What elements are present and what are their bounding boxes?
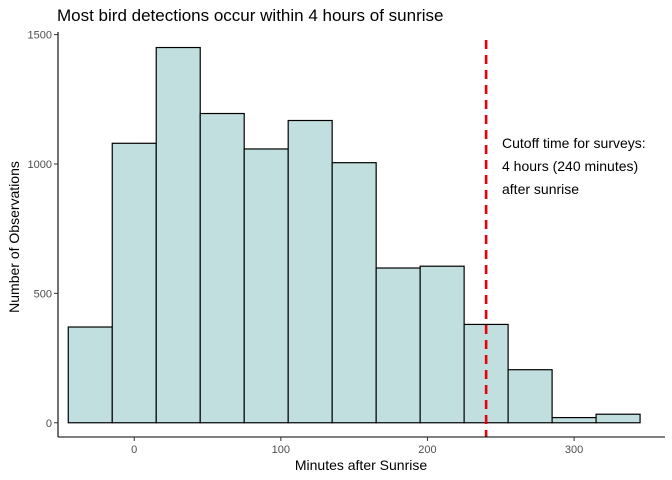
histogram-bar [331, 162, 377, 424]
bars-group [67, 46, 641, 424]
histogram-bar [199, 112, 245, 424]
chart-title: Most bird detections occur within 4 hour… [57, 6, 443, 25]
cutoff-annotation-line: 4 hours (240 minutes) [502, 158, 638, 174]
y-tick-label: 1500 [28, 30, 52, 42]
histogram-bar [375, 267, 421, 424]
histogram-bar [67, 326, 113, 424]
histogram-bar [595, 413, 641, 424]
x-tick-label: 0 [131, 444, 137, 456]
histogram-bar [419, 265, 465, 424]
y-tick-label: 500 [34, 288, 52, 300]
histogram-bar [551, 416, 597, 424]
cutoff-annotation-line: Cutoff time for surveys: [502, 135, 646, 151]
cutoff-group: Cutoff time for surveys: 4 hours (240 min… [484, 40, 646, 437]
x-tick-label: 300 [565, 444, 583, 456]
x-tick-label: 200 [418, 444, 436, 456]
y-tick-label: 1000 [28, 159, 52, 171]
y-tick-label: 0 [46, 418, 52, 430]
y-axis-label: Number of Observations [6, 161, 22, 313]
histogram-bar [507, 369, 553, 424]
histogram-bar [243, 148, 289, 424]
x-axis-label: Minutes after Sunrise [295, 457, 427, 473]
axes-group: 0 100 200 300 0 500 1000 1500 [28, 30, 665, 456]
histogram-bar [287, 119, 333, 424]
histogram-bar [155, 46, 201, 424]
cutoff-annotation-line: after sunrise [502, 181, 579, 197]
x-tick-label: 100 [272, 444, 290, 456]
histogram-bar [111, 142, 157, 424]
